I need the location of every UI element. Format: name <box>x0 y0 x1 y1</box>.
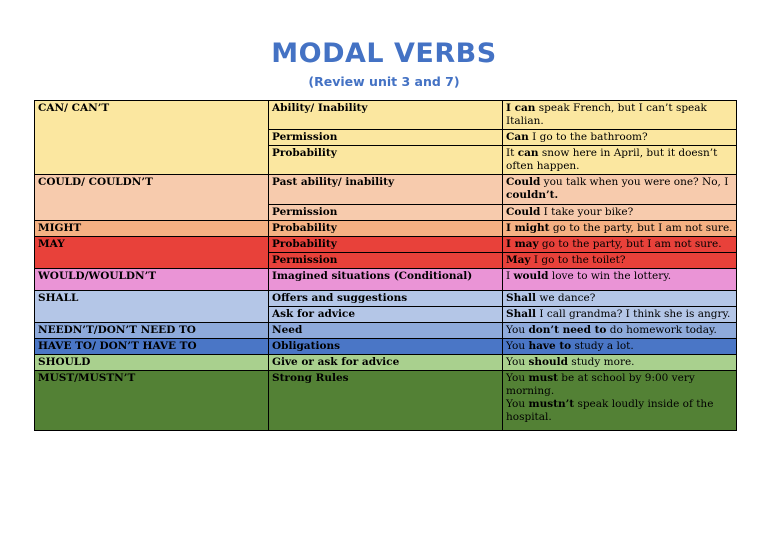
table-row: MAY Probability I may go to the party, b… <box>34 236 737 269</box>
use-cell: Permission <box>268 252 503 269</box>
example-cell: Could I take your bike? <box>502 204 737 221</box>
modal-verbs-table: CAN/ CAN’T Ability/ Inability I can spea… <box>34 100 737 431</box>
use-cell: Give or ask for advice <box>268 354 503 371</box>
example-cell: Shall I call grandma? I think she is ang… <box>502 306 737 323</box>
example-cell: Shall we dance? <box>502 290 737 307</box>
table-row: CAN/ CAN’T Ability/ Inability I can spea… <box>34 100 737 175</box>
table-row: Ask for advice Shall I call grandma? I t… <box>34 306 737 323</box>
use-cell: Need <box>268 322 503 339</box>
use-cell: Offers and suggestions <box>268 290 503 307</box>
use-cell: Obligations <box>268 338 503 355</box>
example-cell: I may go to the party, but I am not sure… <box>502 236 737 253</box>
use-cell: Probability <box>268 220 503 237</box>
page-subtitle: (Review unit 3 and 7) <box>308 74 460 89</box>
verb-cell: HAVE TO/ DON’T HAVE TO <box>34 338 269 355</box>
use-cell: Imagined situations (Conditional) <box>268 268 503 291</box>
example-cell: I would love to win the lottery. <box>502 268 737 291</box>
use-cell: Permission <box>268 204 503 221</box>
table-row: SHALL Offers and suggestions Shall we da… <box>34 290 737 323</box>
example-cell: Can I go to the bathroom? <box>502 129 737 146</box>
table-row: SHOULD Give or ask for advice You should… <box>34 354 737 371</box>
example-cell: May I go to the toilet? <box>502 252 737 269</box>
use-cell: Past ability/ inability <box>268 174 503 205</box>
verb-cell: NEEDN’T/DON’T NEED TO <box>34 322 269 339</box>
use-cell: Permission <box>268 129 503 146</box>
verb-cell: CAN/ CAN’T <box>34 100 269 175</box>
page-title: MODAL VERBS <box>271 38 497 69</box>
example-cell: Could you talk when you were one? No, I … <box>502 174 737 205</box>
example-cell: I might go to the party, but I am not su… <box>502 220 737 237</box>
use-cell: Probability <box>268 236 503 253</box>
verb-cell: MUST/MUSTN’T <box>34 370 269 431</box>
verb-cell: COULD/ COULDN’T <box>34 174 269 221</box>
use-cell: Ask for advice <box>268 306 503 323</box>
use-cell: Strong Rules <box>268 370 503 431</box>
table-row: NEEDN’T/DON’T NEED TO Need You don’t nee… <box>34 322 737 339</box>
table-row: COULD/ COULDN’T Past ability/ inability … <box>34 174 737 221</box>
table-row: MUST/MUSTN’T Strong Rules You must be at… <box>34 370 737 431</box>
example-cell: You don’t need to do homework today. <box>502 322 737 339</box>
use-cell: Ability/ Inability <box>268 100 503 130</box>
example-cell: You must be at school by 9:00 very morni… <box>502 370 737 431</box>
verb-cell: MAY <box>34 236 269 269</box>
verb-cell: WOULD/WOULDN’T <box>34 268 269 291</box>
table-row: MIGHT Probability I might go to the part… <box>34 220 737 237</box>
example-cell: It can snow here in April, but it doesn’… <box>502 145 737 175</box>
example-cell: You should study more. <box>502 354 737 371</box>
use-cell: Probability <box>268 145 503 175</box>
table-row: WOULD/WOULDN’T Imagined situations (Cond… <box>34 268 737 291</box>
verb-cell: MIGHT <box>34 220 269 237</box>
example-cell: I can speak French, but I can’t speak It… <box>502 100 737 130</box>
table-row: HAVE TO/ DON’T HAVE TO Obligations You h… <box>34 338 737 355</box>
example-cell: You have to study a lot. <box>502 338 737 355</box>
verb-cell: SHALL <box>34 290 269 323</box>
verb-cell: SHOULD <box>34 354 269 371</box>
